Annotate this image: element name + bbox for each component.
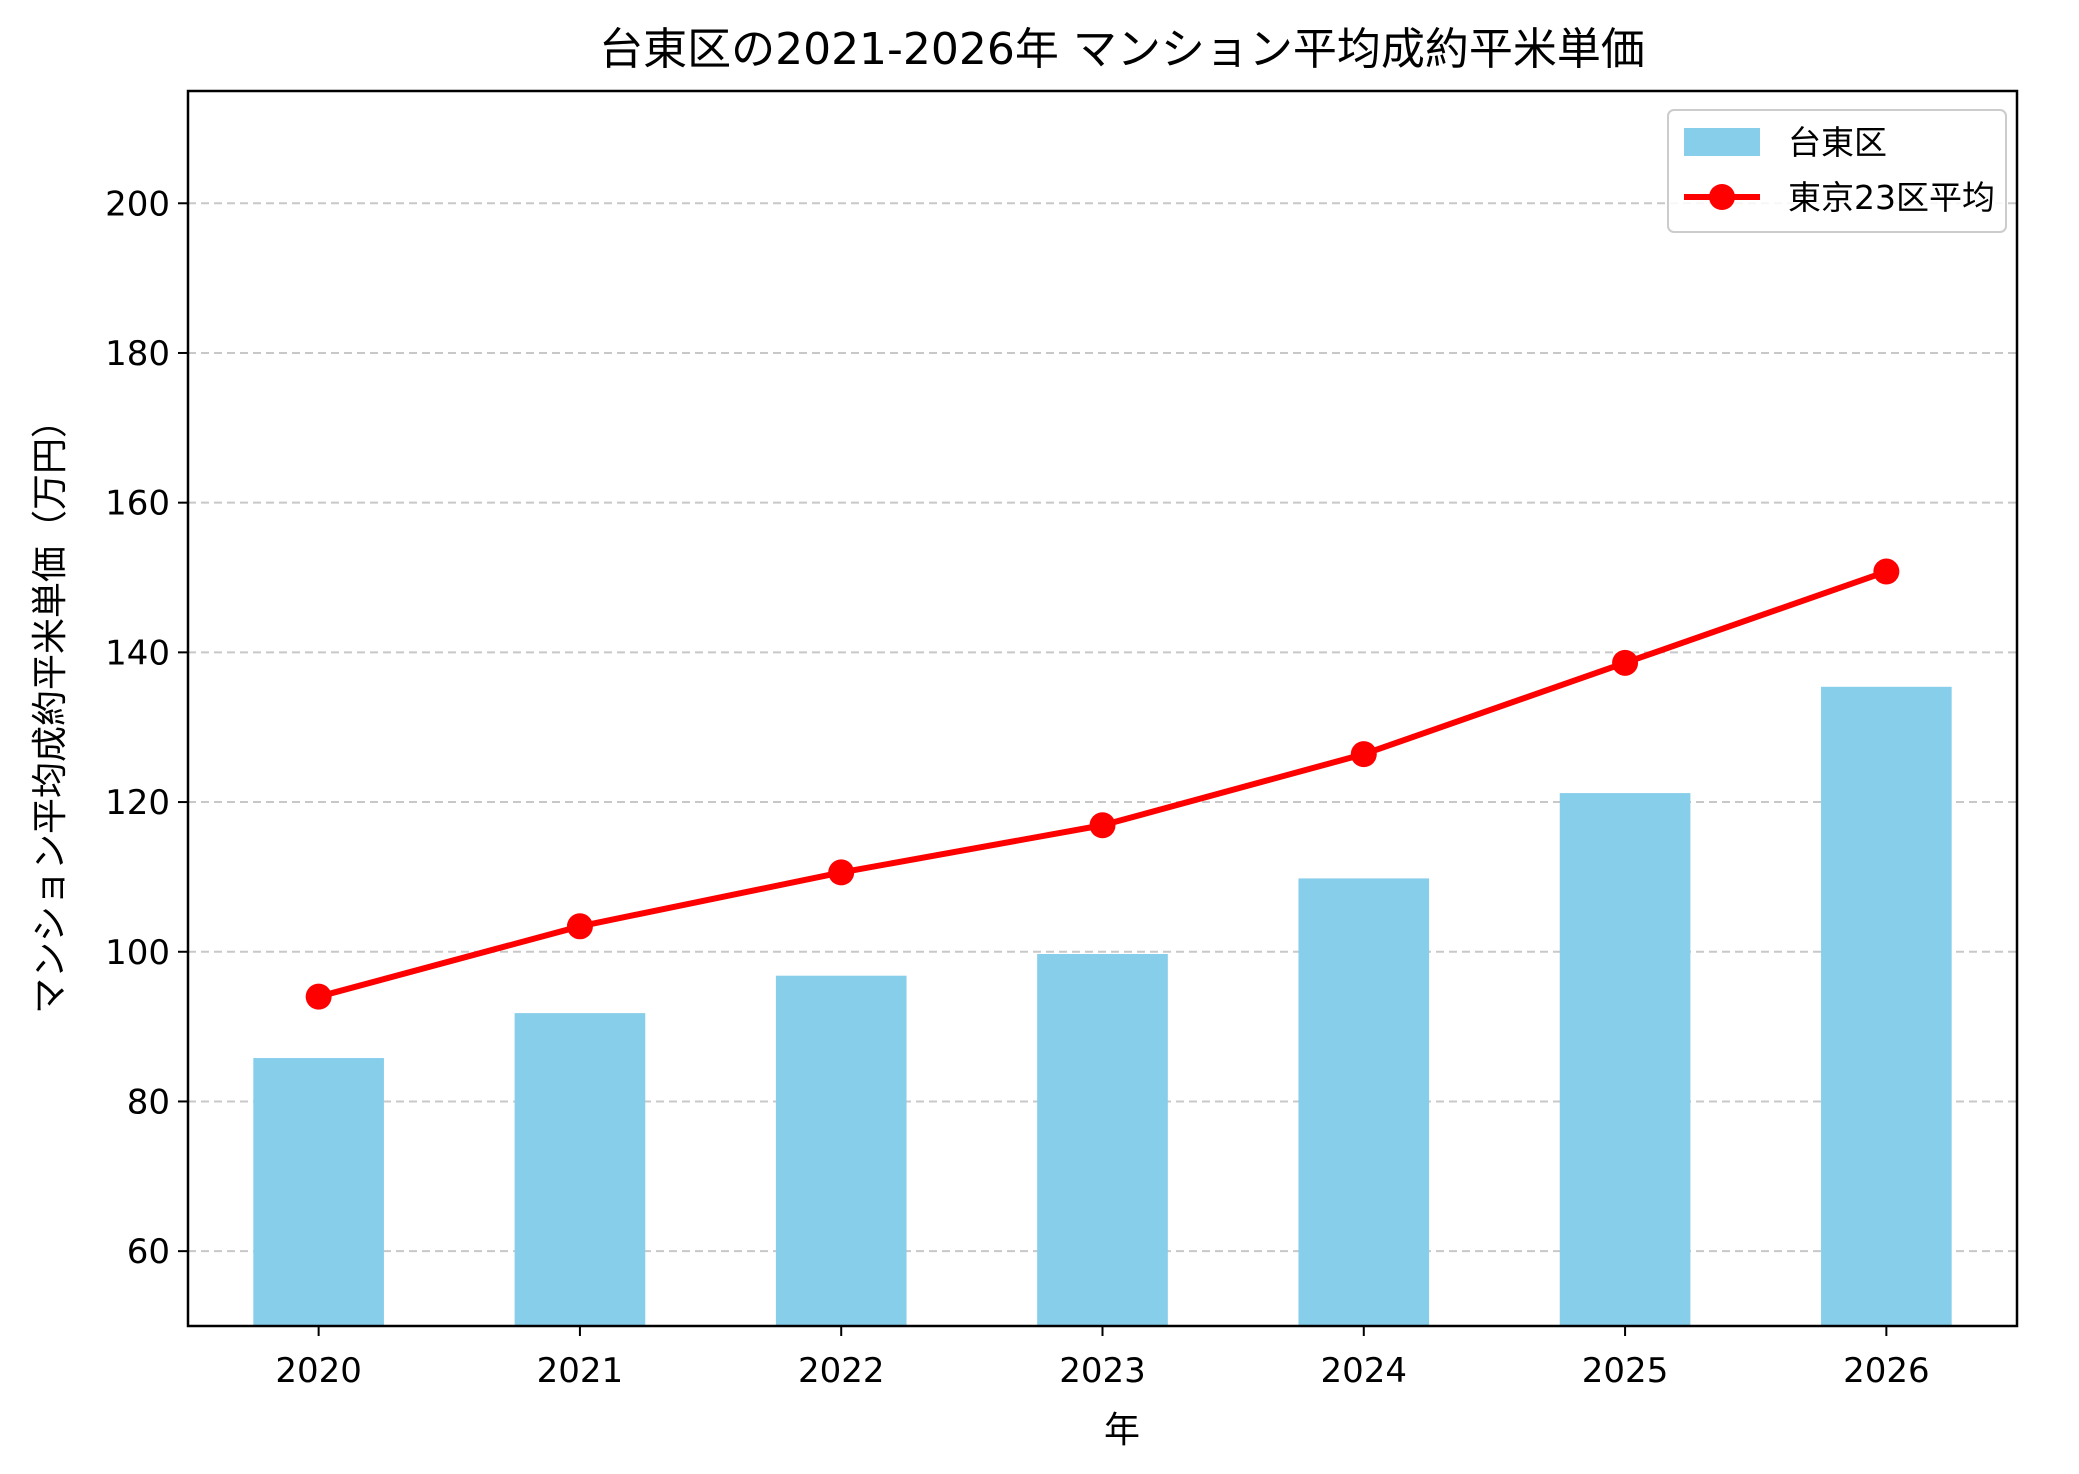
y-tick-label: 140 (105, 633, 170, 673)
legend-swatch-marker (1709, 184, 1735, 210)
x-tick-label: 2020 (275, 1351, 362, 1391)
y-tick-label: 180 (105, 334, 170, 374)
bar-series (253, 686, 1952, 1326)
y-axis-title: マンション平均成約平米単価（万円） (30, 402, 71, 1014)
x-tick-label: 2026 (1843, 1351, 1930, 1391)
bar-2021 (514, 1013, 646, 1326)
bar-2025 (1559, 793, 1691, 1326)
y-tick-label: 100 (105, 933, 170, 973)
x-tick-label: 2025 (1582, 1351, 1669, 1391)
x-tick-label: 2023 (1059, 1351, 1146, 1391)
bar-2022 (775, 975, 907, 1326)
legend-label-line: 東京23区平均 (1788, 178, 1995, 217)
line-point-2023 (1089, 812, 1116, 839)
y-tick-label: 60 (127, 1232, 170, 1272)
x-axis: 2020 2021 2022 2023 2024 2025 2026 (275, 1326, 1930, 1391)
bar-2024 (1298, 878, 1430, 1326)
line-point-2026 (1873, 558, 1900, 585)
y-tick-label: 200 (105, 184, 170, 224)
x-tick-label: 2024 (1321, 1351, 1408, 1391)
x-tick-label: 2021 (537, 1351, 624, 1391)
line-point-2022 (828, 859, 855, 886)
legend-swatch-bar (1684, 128, 1760, 156)
chart-title: 台東区の2021-2026年 マンション平均成約平米単価 (599, 24, 1645, 75)
bar-2023 (1037, 954, 1168, 1326)
bar-2020 (253, 1058, 384, 1326)
x-axis-title: 年 (1104, 1410, 1140, 1451)
bar-2026 (1821, 686, 1952, 1326)
y-tick-label: 80 (127, 1082, 170, 1122)
line-point-2024 (1350, 741, 1377, 768)
line-point-2025 (1612, 649, 1639, 676)
line-series (305, 558, 1900, 1010)
y-tick-label: 120 (105, 783, 170, 823)
y-axis: 60 80 100 120 140 160 180 200 (105, 184, 188, 1272)
line-point-2021 (566, 913, 593, 940)
x-tick-label: 2022 (798, 1351, 885, 1391)
y-tick-label: 160 (105, 484, 170, 524)
legend-label-bar: 台東区 (1788, 123, 1887, 162)
line-point-2020 (305, 983, 332, 1010)
